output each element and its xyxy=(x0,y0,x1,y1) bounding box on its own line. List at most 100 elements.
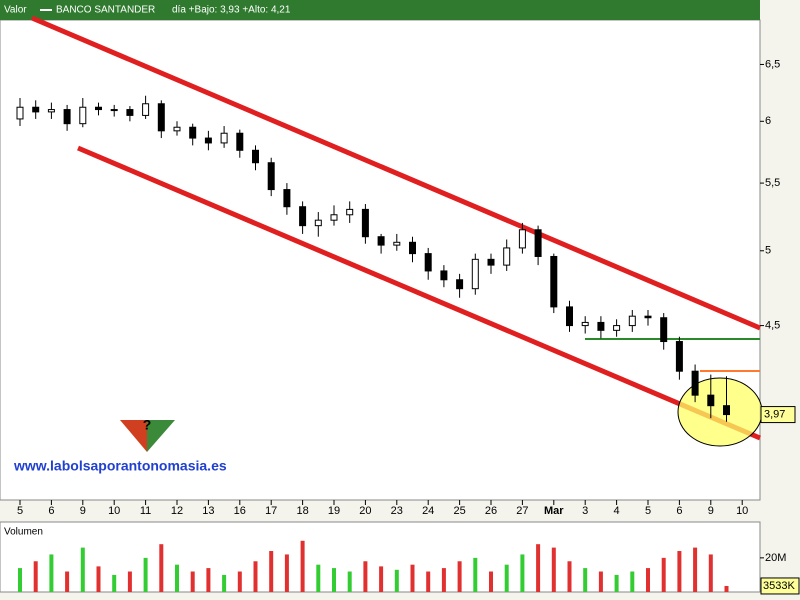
x-tick-label: 10 xyxy=(108,505,120,517)
x-tick-label: Mar xyxy=(544,505,564,517)
candle-body xyxy=(377,236,385,246)
volume-bar xyxy=(284,554,289,592)
volume-bar xyxy=(426,571,431,592)
x-tick-label: 26 xyxy=(485,505,497,517)
candle-body xyxy=(644,315,652,319)
volume-bar xyxy=(693,547,698,592)
logo-right xyxy=(147,420,175,452)
volume-bar xyxy=(49,554,54,592)
watermark: www.labolsaporantonomasia.es xyxy=(13,458,227,474)
x-tick-label: 13 xyxy=(202,505,214,517)
x-tick-label: 17 xyxy=(265,505,277,517)
x-tick-label: 27 xyxy=(516,505,528,517)
candle-body xyxy=(299,206,307,227)
candle-body xyxy=(691,370,699,396)
candle-body xyxy=(63,109,71,125)
volume-bar xyxy=(677,551,682,592)
lower-trend-line xyxy=(77,145,761,441)
x-tick-label: 10 xyxy=(736,505,748,517)
candle-body xyxy=(346,208,354,216)
x-tick-label: 6 xyxy=(48,505,54,517)
candle-body xyxy=(157,103,165,132)
y-tick-label: 5 xyxy=(765,245,771,257)
candle-body xyxy=(487,258,495,266)
candle-body xyxy=(16,106,24,120)
volume-bar xyxy=(206,568,211,592)
candle-body xyxy=(597,321,605,331)
header-bar xyxy=(0,0,760,20)
volume-bar xyxy=(551,547,556,592)
candle-body xyxy=(220,132,228,144)
x-tick-label: 16 xyxy=(234,505,246,517)
candle-body xyxy=(32,106,40,113)
x-tick-label: 11 xyxy=(140,505,151,517)
volume-bar xyxy=(614,574,619,592)
volume-bar xyxy=(33,561,38,592)
volume-bar xyxy=(332,568,336,592)
candle-body xyxy=(393,241,401,246)
volume-bar xyxy=(536,544,541,592)
candle-body xyxy=(283,189,291,208)
volume-title: Volumen xyxy=(4,527,43,538)
last-price-box xyxy=(760,406,796,424)
candle-body xyxy=(424,253,432,272)
volume-bar xyxy=(441,568,446,592)
candle-body xyxy=(110,109,118,112)
candle-body xyxy=(471,258,479,290)
candle-body xyxy=(707,394,715,407)
y-tick-label: 5,5 xyxy=(765,177,780,189)
y-tick-label: 6 xyxy=(765,115,771,127)
x-tick-label: 6 xyxy=(676,505,682,517)
header-info: día +Bajo: 3,93 +Alto: 4,21 xyxy=(172,5,291,16)
volume-bar xyxy=(504,564,509,592)
volume-bar xyxy=(269,551,274,592)
candle-body xyxy=(581,321,589,327)
candle-body xyxy=(204,137,212,144)
volume-bar xyxy=(363,561,368,592)
x-tick-label: 9 xyxy=(80,505,86,517)
candle-body xyxy=(409,241,416,255)
volume-bar xyxy=(410,564,415,592)
volume-bar xyxy=(379,566,384,592)
candle-body xyxy=(628,315,636,327)
volume-bar xyxy=(300,540,305,592)
volume-bar xyxy=(457,561,462,592)
y-tick-label: 4,5 xyxy=(765,319,780,331)
candle-body xyxy=(267,162,275,191)
last-price-label: 3,97 xyxy=(764,408,785,420)
volume-bar xyxy=(598,571,603,592)
x-tick-label: 25 xyxy=(453,505,465,517)
volume-label-box xyxy=(760,577,800,595)
x-tick-label: 5 xyxy=(645,505,651,517)
x-tick-label: 4 xyxy=(614,505,620,517)
x-tick-label: 9 xyxy=(708,505,714,517)
volume-bar xyxy=(190,571,195,592)
volume-bar xyxy=(80,547,85,592)
volume-bar xyxy=(489,571,493,592)
candle-body xyxy=(236,132,244,151)
x-tick-label: 5 xyxy=(17,505,23,517)
volume-bar xyxy=(175,564,179,592)
volume-bar xyxy=(724,585,729,592)
x-tick-label: 19 xyxy=(328,505,340,517)
volume-bar xyxy=(646,568,650,592)
x-tick-label: 18 xyxy=(296,505,308,517)
y-tick-label: 20M xyxy=(765,552,786,564)
volume-bar xyxy=(222,574,227,592)
volume-bar xyxy=(661,557,666,592)
candle-body xyxy=(142,103,150,116)
logo-left xyxy=(120,420,147,452)
candle-body xyxy=(534,229,542,257)
volume-bar xyxy=(583,568,588,592)
candle-body xyxy=(95,106,102,111)
candle-body xyxy=(314,219,322,227)
volume-bar xyxy=(112,574,117,592)
volume-bar xyxy=(316,564,321,592)
header-label: Valor xyxy=(4,5,27,16)
candle-body xyxy=(330,214,338,221)
volume-bar xyxy=(394,569,399,592)
candle-body xyxy=(675,341,683,372)
volume-bar xyxy=(708,554,713,592)
volume-bar xyxy=(237,571,242,592)
